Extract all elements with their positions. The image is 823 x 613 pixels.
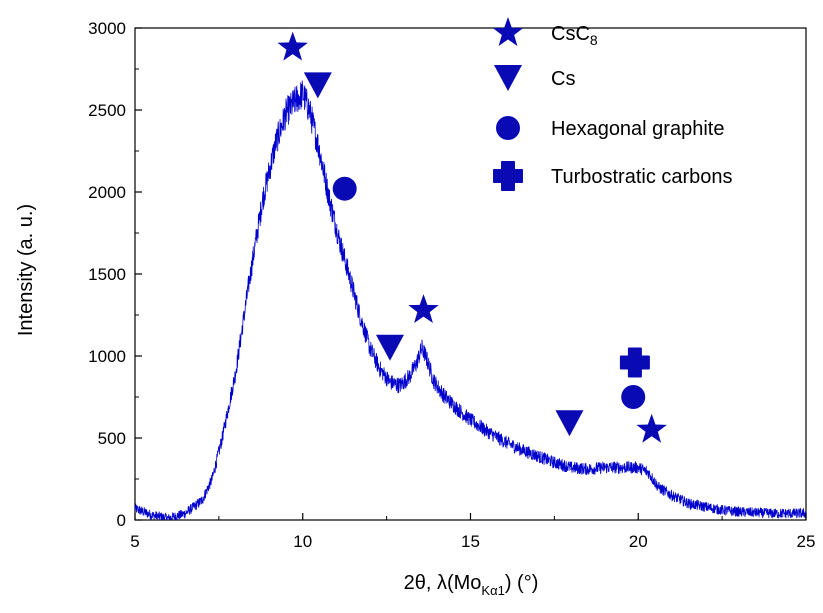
legend-label: Cs: [551, 68, 575, 90]
star-legend-icon: [492, 17, 524, 46]
triangle-marker: [375, 334, 404, 361]
x-tick-label: 25: [797, 532, 816, 551]
cross-marker: [619, 347, 650, 378]
y-tick-label: 2500: [88, 101, 126, 120]
y-tick-label: 3000: [88, 19, 126, 38]
x-axis-title-prefix: 2θ, λ(Mo: [404, 572, 482, 594]
peak-markers: [277, 31, 667, 443]
y-tick-label: 1500: [88, 265, 126, 284]
star-marker: [636, 413, 667, 443]
y-tick-label: 0: [117, 511, 126, 530]
x-tick-label: 20: [629, 532, 648, 551]
x-tick-label: 5: [130, 532, 139, 551]
triangle-marker: [555, 410, 584, 437]
star-marker: [408, 294, 439, 324]
y-tick-label: 2000: [88, 183, 126, 202]
plot-area: [134, 27, 807, 521]
circle-legend-icon: [496, 116, 520, 140]
y-tick-label: 500: [98, 429, 126, 448]
triangle-legend-icon: [494, 65, 522, 91]
y-axis-title: Intensity (a. u.): [15, 204, 37, 336]
legend-label: Turbostratic carbons: [551, 166, 733, 188]
y-tick-label: 1000: [88, 347, 126, 366]
legend-label: Hexagonal graphite: [551, 118, 724, 140]
triangle-marker: [303, 72, 332, 99]
intensity-line: [134, 80, 807, 521]
data-layer: [134, 80, 807, 521]
plot-border: [134, 27, 807, 521]
legend: CsC8 Cs Hexagonal graphite Turbostratic car…: [492, 17, 733, 191]
circle-marker: [621, 385, 646, 409]
x-tick-label: 10: [293, 532, 312, 551]
x-axis-title-suffix: ) (°): [505, 572, 539, 594]
axes: 5 10 15 20 25 0 500 1000 1500 2000 2500 3000: [88, 19, 815, 551]
x-axis-title: 2θ, λ(MoKα1) (°): [404, 572, 539, 598]
x-tick-label: 15: [461, 532, 480, 551]
star-marker: [277, 31, 308, 61]
circle-marker: [332, 176, 357, 201]
x-axis-title-subscript: Kα1: [481, 583, 504, 598]
cross-legend-icon: [493, 161, 523, 191]
legend-label: CsC8: [551, 23, 598, 48]
